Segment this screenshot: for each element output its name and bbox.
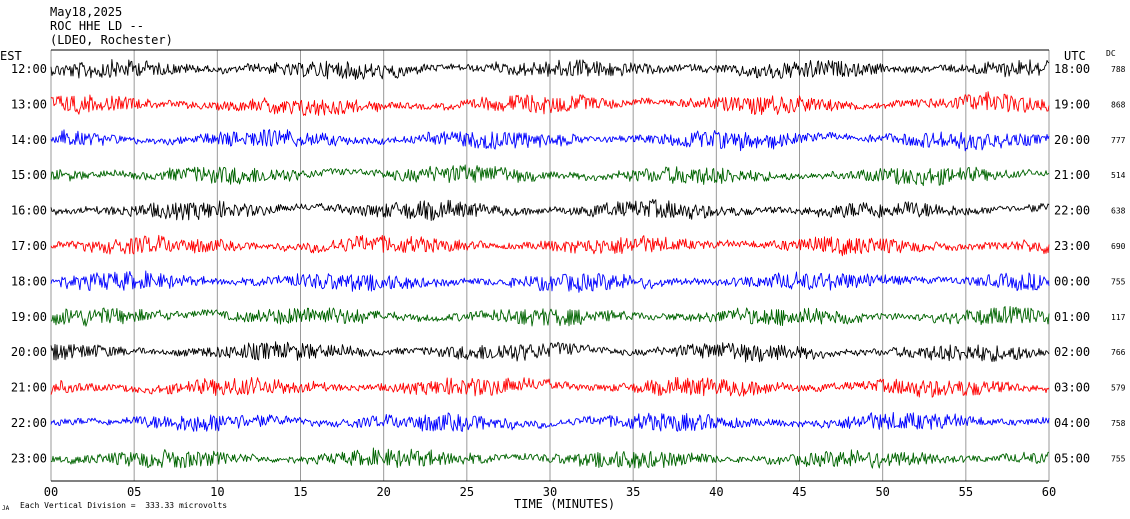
dc-value-label: 755 [1111, 277, 1126, 286]
seismic-trace [50, 341, 1050, 363]
est-row-label: 16:00 [11, 204, 47, 218]
x-tick-label: 20 [376, 485, 390, 499]
dc-value-label: 758 [1111, 419, 1126, 428]
utc-row-label: 04:00 [1054, 416, 1090, 430]
dc-value-label: 514 [1111, 171, 1126, 180]
est-row-label: 18:00 [11, 274, 47, 288]
x-tick-label: 50 [875, 485, 889, 499]
dc-value-label: 638 [1111, 207, 1126, 216]
est-row-label: 22:00 [11, 416, 47, 430]
x-tick-label: 00 [44, 485, 58, 499]
x-tick-label: 05 [127, 485, 141, 499]
x-tick-label: 15 [293, 485, 307, 499]
dc-value-label: 117 [1111, 313, 1126, 322]
utc-zone-label: UTC [1064, 49, 1086, 63]
dc-value-label: 766 [1111, 348, 1126, 357]
utc-row-label: 23:00 [1054, 239, 1090, 253]
x-tick-label: 60 [1042, 485, 1056, 499]
est-row-label: 12:00 [11, 62, 47, 76]
seismic-trace [50, 164, 1050, 187]
utc-row-label: 01:00 [1054, 310, 1090, 324]
dc-value-label: 777 [1111, 136, 1126, 145]
dc-value-label: 579 [1111, 384, 1126, 393]
est-row-label: 21:00 [11, 381, 47, 395]
est-row-label: 17:00 [11, 239, 47, 253]
chart-title-date: May18,2025 [50, 5, 123, 19]
seismic-trace [50, 306, 1050, 327]
utc-row-label: 02:00 [1054, 345, 1090, 359]
dc-header-label: DC [1106, 49, 1116, 58]
x-tick-label: 40 [709, 485, 723, 499]
est-row-label: 20:00 [11, 345, 47, 359]
chart-title-network: (LDEO, Rochester) [50, 33, 173, 47]
utc-row-label: 03:00 [1054, 381, 1090, 395]
dc-value-label: 755 [1111, 454, 1126, 463]
x-tick-label: 45 [792, 485, 806, 499]
seismic-trace [50, 377, 1050, 398]
est-row-label: 19:00 [11, 310, 47, 324]
est-row-label: 23:00 [11, 451, 47, 465]
utc-row-label: 00:00 [1054, 274, 1090, 288]
dc-value-label: 788 [1111, 65, 1126, 74]
utc-row-label: 19:00 [1054, 97, 1090, 111]
chart-title-station: ROC HHE LD -- [50, 19, 144, 33]
seismic-trace [50, 198, 1050, 221]
utc-row-label: 21:00 [1054, 168, 1090, 182]
utc-row-label: 05:00 [1054, 451, 1090, 465]
vertical-scale-note: Each Vertical Division = 333.33 microvol… [20, 501, 228, 510]
footer-mark: JA [2, 505, 10, 512]
x-tick-label: 35 [626, 485, 640, 499]
est-row-label: 14:00 [11, 133, 47, 147]
est-row-label: 15:00 [11, 168, 47, 182]
seismic-trace [50, 91, 1050, 116]
seismic-trace [50, 411, 1050, 432]
est-zone-label: EST [0, 49, 22, 63]
utc-row-label: 20:00 [1054, 133, 1090, 147]
x-tick-label: 30 [543, 485, 557, 499]
seismic-trace [50, 447, 1050, 469]
x-tick-label: 55 [959, 485, 973, 499]
dc-value-label: 690 [1111, 242, 1126, 251]
seismic-trace [50, 129, 1050, 152]
x-tick-label: 10 [210, 485, 224, 499]
seismic-trace [50, 270, 1050, 293]
est-row-label: 13:00 [11, 97, 47, 111]
x-tick-label: 25 [460, 485, 474, 499]
seismic-trace [50, 59, 1050, 81]
x-axis-title: TIME (MINUTES) [514, 497, 616, 511]
dc-value-label: 868 [1111, 100, 1126, 109]
utc-row-label: 18:00 [1054, 62, 1090, 76]
seismic-trace [50, 234, 1050, 257]
utc-row-label: 22:00 [1054, 204, 1090, 218]
